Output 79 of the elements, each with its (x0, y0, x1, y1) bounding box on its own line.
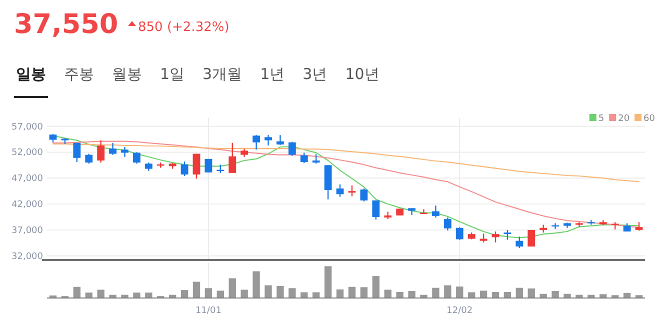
bar (252, 271, 260, 298)
y-tick-label: 42,000 (12, 200, 44, 210)
text: 주봉 (64, 65, 94, 83)
text: 3개월 (202, 65, 242, 83)
text: 1일 (160, 65, 185, 83)
text: 월봉 (112, 65, 142, 83)
bar (276, 286, 284, 298)
text: 10년 (345, 65, 380, 83)
text: 1년 (260, 65, 285, 83)
bar (384, 290, 392, 298)
candlestick (73, 142, 81, 163)
candlestick (192, 153, 200, 180)
candlestick (85, 153, 93, 164)
x-tick-label: 12/02 (446, 306, 473, 316)
candlestick (132, 152, 140, 164)
candlestick (516, 236, 524, 249)
candlestick (336, 184, 344, 198)
bar (372, 276, 380, 298)
bar (73, 286, 80, 298)
text: 일봉 (16, 65, 46, 83)
y-tick-label: 57,000 (12, 122, 44, 132)
bar (180, 290, 188, 298)
candlestick (360, 188, 368, 202)
bar (324, 266, 332, 298)
bar (336, 289, 344, 298)
candlestick (348, 184, 356, 197)
bar (444, 285, 452, 298)
candlestick (276, 134, 284, 146)
candlestick (372, 200, 380, 220)
text: 3년 (302, 65, 328, 83)
candlestick (504, 229, 512, 240)
y-tick-label: 52,000 (12, 148, 44, 158)
bar (228, 278, 236, 298)
legend-label: 5 (598, 114, 604, 124)
candlestick (288, 141, 296, 156)
bar (240, 290, 248, 298)
bar (480, 290, 488, 298)
bar (97, 290, 104, 298)
bar (133, 292, 140, 298)
bar (516, 288, 524, 298)
candlestick (312, 154, 320, 164)
bar (360, 287, 368, 298)
bar (264, 285, 272, 298)
bar (216, 290, 224, 298)
bar (204, 288, 212, 298)
bar (456, 286, 464, 298)
candlestick (204, 158, 212, 174)
legend-label: 20 (618, 114, 630, 124)
candlestick (444, 216, 452, 232)
bar (348, 286, 356, 298)
candlestick (228, 142, 236, 174)
bar (528, 288, 535, 298)
chart-subtitle: 850 (+2.32%) (138, 20, 230, 35)
bar (408, 291, 416, 298)
candlestick (121, 146, 128, 158)
candlestick (492, 230, 500, 243)
x-tick-label: 11/01 (195, 306, 222, 316)
chart-title: 37,550 (14, 9, 118, 40)
legend-label: 60 (644, 114, 656, 124)
bar (85, 292, 92, 298)
bar (552, 291, 559, 298)
bar (288, 288, 296, 298)
candlestick (252, 134, 260, 150)
candlestick (587, 219, 595, 226)
y-tick-label: 47,000 (12, 174, 44, 184)
candlestick (109, 142, 116, 156)
candlestick (300, 152, 308, 164)
candlestick (180, 160, 188, 177)
bar (192, 282, 200, 298)
candlestick (264, 134, 272, 146)
y-tick-label: 32,000 (12, 252, 44, 262)
candlestick (432, 204, 440, 218)
candlestick (97, 140, 105, 164)
candlestick (456, 226, 464, 240)
y-tick-label: 37,000 (12, 226, 44, 236)
line-series (52, 143, 640, 182)
bar (145, 292, 152, 298)
bar (396, 292, 404, 298)
bar (432, 288, 440, 298)
